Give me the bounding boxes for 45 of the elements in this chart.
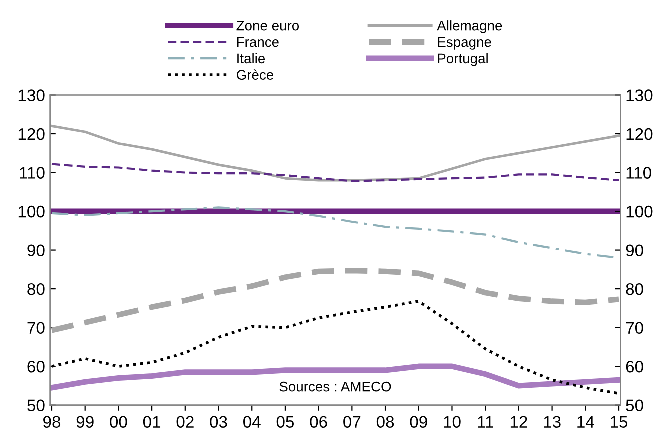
x-tick-label: 07	[344, 416, 361, 428]
x-tick-label: 98	[44, 416, 61, 428]
x-tick-label: 14	[578, 416, 594, 428]
x-tick-label: 08	[376, 416, 394, 428]
x-tick-label: 01	[143, 416, 161, 428]
legend-label: Allemagne	[437, 20, 502, 34]
x-tick-label: 02	[176, 416, 194, 428]
y2-tick-label: 90	[626, 244, 644, 256]
x-tick-label: 09	[410, 416, 428, 428]
x-tick-label: 03	[210, 416, 228, 428]
y2-tick-label: 130	[626, 90, 653, 102]
y-tick-label: 130	[18, 90, 45, 102]
y-tick-label: 120	[18, 128, 45, 140]
y2-tick-label: 80	[626, 283, 644, 296]
y2-tick-label: 50	[626, 400, 644, 412]
x-tick-label: 13	[544, 416, 561, 428]
y2-tick-label: 120	[626, 128, 653, 140]
y-tick-label: 110	[20, 167, 45, 179]
y2-tick-label: 70	[626, 322, 644, 334]
x-tick-label: 04	[244, 416, 261, 428]
y2-tick-label: 100	[626, 206, 653, 218]
x-tick-label: 10	[444, 416, 461, 428]
y-tick-label: 50	[28, 400, 45, 412]
legend-label: Espagne	[438, 37, 492, 50]
y2-tick-label: 60	[626, 360, 644, 373]
x-tick-label: 99	[76, 416, 94, 428]
x-tick-label: 15	[611, 416, 628, 428]
y-tick-label: 90	[28, 244, 45, 256]
y-tick-label: 60	[28, 360, 45, 373]
legend-label: Zone euro	[236, 21, 300, 31]
x-tick-label: 11	[478, 416, 494, 428]
legend-label: Italie	[238, 53, 266, 64]
y-tick-label: 70	[28, 322, 45, 334]
y-tick-label: 100	[18, 206, 45, 218]
y2-tick-label: 110	[626, 167, 652, 179]
annotation: Sources : AMECO	[280, 382, 392, 392]
x-tick-label: 06	[310, 416, 328, 428]
x-tick-label: 00	[110, 416, 128, 428]
legend-label: France	[237, 37, 279, 48]
y-tick-label: 80	[28, 283, 45, 296]
x-tick-label: 05	[276, 416, 294, 428]
line-series	[50, 163, 620, 182]
legend-label: Portugal	[438, 53, 488, 66]
x-tick-label: 12	[510, 416, 528, 428]
legend-label: Grèce	[237, 70, 274, 80]
